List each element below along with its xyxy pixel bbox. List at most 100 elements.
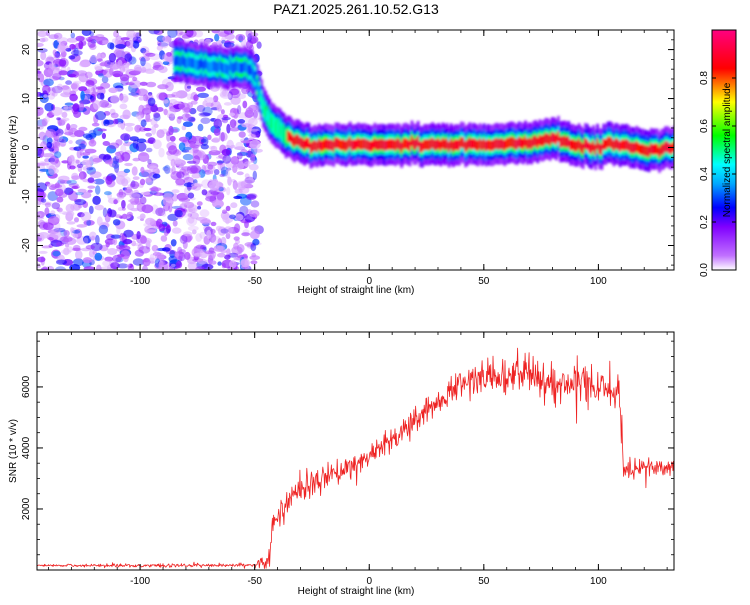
noise-blob	[76, 163, 84, 168]
noise-blob	[219, 173, 225, 178]
ridge-segment	[284, 132, 288, 143]
ridge-segment	[433, 139, 437, 151]
noise-blob	[192, 145, 199, 154]
ridge-segment	[480, 140, 484, 151]
noise-blob	[158, 262, 169, 270]
noise-blob	[101, 76, 109, 84]
noise-blob	[250, 131, 260, 138]
noise-blob	[131, 240, 137, 247]
noise-blob	[90, 95, 95, 101]
noise-blob	[144, 229, 157, 233]
noise-blob	[152, 173, 161, 179]
noise-blob	[96, 264, 102, 270]
noise-blob	[56, 196, 64, 203]
noise-blob	[66, 221, 76, 225]
snr-y-tick-label: 4000	[21, 436, 32, 459]
ridge-segment	[268, 114, 272, 125]
noise-blob	[166, 52, 172, 57]
colorbar-label: Normalized spectral amplitude	[722, 82, 733, 217]
noise-blob	[226, 186, 231, 196]
ridge-segment	[371, 140, 375, 152]
ridge-segment	[649, 143, 653, 155]
ridge-segment	[414, 138, 418, 150]
noise-blob	[167, 30, 178, 38]
ridge-segment	[239, 62, 243, 74]
noise-blob	[230, 202, 238, 209]
noise-blob	[37, 73, 45, 83]
noise-blob	[207, 249, 217, 259]
noise-blob	[142, 265, 148, 270]
spectrogram-y-tick-label: -10	[21, 189, 32, 204]
ridge-segment	[328, 139, 331, 151]
ridge-segment	[194, 59, 197, 70]
noise-blob	[44, 102, 54, 112]
ridge-segment	[352, 139, 356, 151]
ridge-segment	[260, 94, 263, 106]
noise-blob	[99, 62, 108, 67]
ridge-segment	[340, 139, 344, 151]
ridge-segment	[256, 79, 259, 91]
noise-blob	[207, 164, 214, 170]
ridge-segment	[672, 141, 674, 153]
noise-blob	[210, 221, 217, 227]
colorbar-tick-label: 0.4	[699, 167, 710, 181]
noise-blob	[237, 105, 242, 115]
noise-blob	[220, 166, 229, 175]
noise-blob	[236, 244, 245, 253]
noise-blob	[204, 97, 216, 103]
noise-blob	[230, 156, 240, 165]
noise-blob	[110, 94, 120, 104]
ridge-segment	[245, 62, 249, 74]
ridge-segment	[253, 70, 257, 82]
noise-blob	[78, 73, 89, 83]
noise-blob	[51, 85, 63, 94]
noise-blob	[182, 240, 188, 250]
noise-blob	[196, 86, 206, 92]
noise-blob	[73, 130, 85, 137]
noise-blob	[119, 93, 129, 104]
colorbar-tick-label: 0.2	[699, 215, 710, 229]
ridge-segment	[544, 133, 548, 144]
noise-blob	[242, 100, 248, 109]
noise-blob	[105, 175, 113, 185]
snr-x-ticks: -100 -50 0 50 100	[48, 332, 668, 587]
noise-blob	[96, 216, 103, 226]
noise-blob	[132, 40, 140, 49]
noise-blob	[229, 88, 240, 96]
noise-blob	[225, 205, 231, 212]
noise-blob	[252, 170, 257, 180]
ridge-segment	[451, 141, 455, 152]
noise-blob	[76, 149, 82, 159]
noise-blob	[69, 93, 78, 102]
noise-blob	[186, 85, 191, 89]
ridge-segment	[515, 138, 519, 150]
noise-blob	[221, 209, 228, 214]
ridge-segment	[262, 102, 265, 113]
noise-blob	[136, 216, 146, 220]
ridge-segment	[200, 57, 204, 69]
ridge-segment	[359, 138, 362, 150]
ridge-segment	[173, 56, 177, 67]
ridge-segment	[590, 143, 593, 155]
ridge-segment	[307, 138, 311, 149]
noise-blob	[212, 137, 221, 143]
noise-blob	[143, 223, 150, 227]
noise-blob	[182, 153, 194, 161]
noise-blob	[117, 194, 125, 200]
noise-blob	[188, 167, 200, 174]
ridge-segment	[214, 61, 218, 73]
ridge-segment	[453, 139, 457, 151]
ridge-segment	[249, 64, 253, 76]
noise-blob	[72, 244, 81, 251]
ridge-segment	[425, 139, 428, 151]
ridge-segment	[472, 138, 476, 149]
noise-blob	[217, 261, 222, 266]
noise-blob	[229, 127, 240, 132]
noise-blob	[251, 252, 257, 258]
snr-x-tick-label: -100	[130, 576, 150, 587]
ridge-segment	[383, 139, 387, 151]
noise-blob	[68, 55, 76, 60]
noise-blob	[228, 252, 239, 258]
noise-blob	[59, 138, 67, 147]
